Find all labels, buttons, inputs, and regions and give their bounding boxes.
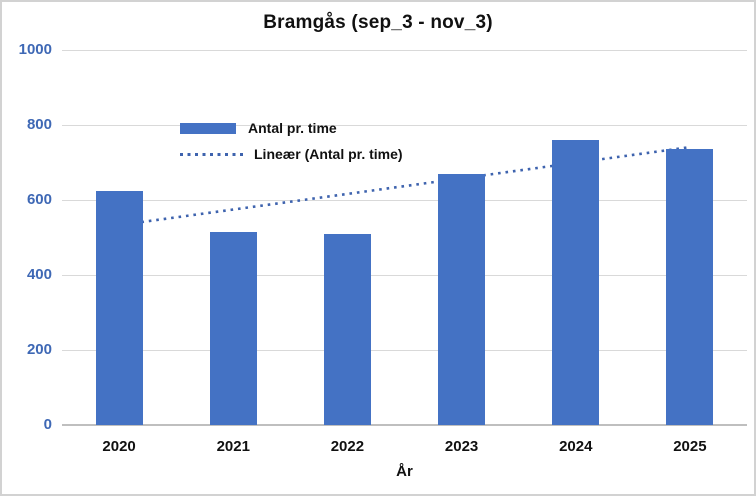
y-tick-label-200: 200 [26,341,52,358]
x-tick-label-2022: 2022 [330,438,365,455]
x-tick-label-2025: 2025 [673,438,707,455]
chart-title: Bramgås (sep_3 - nov_3) [263,12,493,33]
bar-swatch-icon [180,122,236,134]
bar-2023 [438,173,486,425]
y-tick-label-1000: 1000 [18,41,52,58]
x-tick-label-2023: 2023 [444,438,479,455]
legend-item-linear-trend: Lineær (Antal pr. time) [180,141,403,167]
legend: Antal pr. time Lineær (Antal pr. time) [180,115,403,167]
legend-item-antal-pr-time: Antal pr. time [180,115,403,141]
gridline-800 [62,124,747,126]
gridline-400 [62,274,747,276]
bar-2021 [209,231,257,425]
y-tick-label-0: 0 [43,416,52,433]
legend-label: Lineær (Antal pr. time) [254,146,403,162]
x-axis-title: År [396,463,413,480]
legend-label: Antal pr. time [248,120,337,136]
x-axis-line [62,424,747,426]
gridline-200 [62,349,747,351]
plot-area: Antal pr. time Lineær (Antal pr. time) [62,49,747,426]
dotted-line-swatch-icon [180,152,244,156]
trendline-layer [118,145,691,227]
x-tick-label-2021: 2021 [216,438,250,455]
y-tick-label-600: 600 [26,191,52,208]
y-tick-label-400: 400 [26,266,52,283]
x-tick-label-2024: 2024 [559,438,593,455]
gridline-1000 [62,49,747,51]
y-tick-label-800: 800 [26,116,52,133]
x-tick-label-2020: 2020 [102,438,136,455]
bar-2022 [323,233,371,425]
bar-2025 [666,149,714,425]
bar-2024 [552,140,600,425]
bar-2020 [95,190,143,425]
gridline-600 [62,199,747,201]
